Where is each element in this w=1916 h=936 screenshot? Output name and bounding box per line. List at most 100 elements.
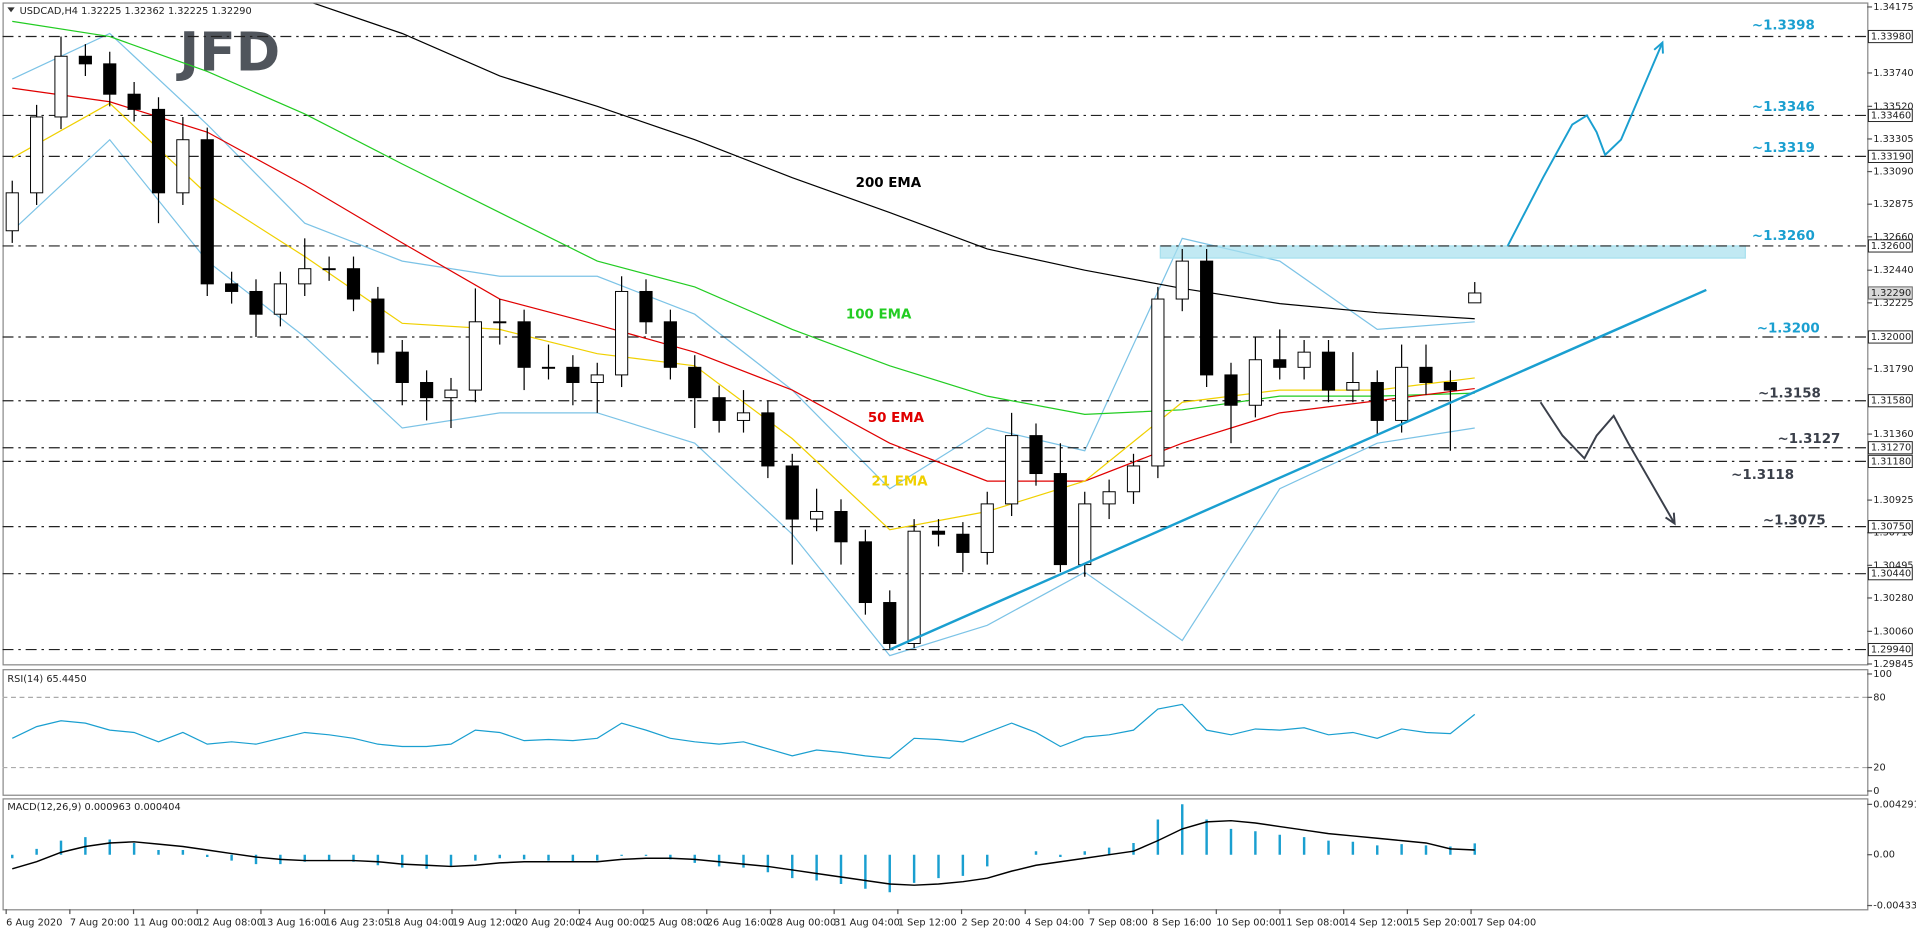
ema-label: 200 EMA [856, 176, 922, 191]
y-tick-label: 1.29845 [1873, 659, 1913, 670]
candle-body [1102, 491, 1116, 505]
candle-body [785, 465, 799, 520]
x-tick-label: 7 Sep 08:00 [1089, 918, 1148, 929]
candle-body [931, 530, 946, 535]
x-tick-label: 31 Aug 04:00 [834, 918, 900, 929]
rsi-plot [2, 696, 1868, 769]
candle-body [395, 351, 409, 383]
current-price-box [1867, 286, 1913, 300]
x-tick-label: 11 Aug 00:00 [134, 918, 200, 929]
header-marker [7, 7, 15, 13]
macd-plot [11, 804, 1476, 893]
level-box [1867, 520, 1913, 534]
candle-body [1029, 435, 1043, 475]
x-tick-label: 13 Aug 16:00 [261, 918, 327, 929]
y-tick-label: 1.31790 [1873, 364, 1913, 375]
x-tick-label: 20 Aug 20:00 [516, 918, 582, 929]
rsi-panel-border [2, 669, 1869, 796]
candle-body [1248, 359, 1262, 406]
x-tick-label: 25 Aug 08:00 [643, 918, 709, 929]
level-box [1867, 394, 1913, 408]
candle-body [883, 602, 897, 644]
level-box [1867, 642, 1913, 657]
y-tick-label: 100 [1873, 669, 1892, 680]
x-tick-label: 17 Sep 04:00 [1471, 918, 1536, 929]
x-tick-label: 6 Aug 2020 [6, 918, 62, 929]
candle-body [200, 139, 214, 285]
y-tick-label: 1.33520 [1873, 101, 1913, 112]
candle-body [834, 510, 848, 543]
candle-body [1200, 260, 1214, 376]
x-tick-label: 18 Aug 04:00 [388, 918, 454, 929]
trendline [889, 288, 1707, 651]
candle-body [468, 321, 482, 391]
x-tick-label: 4 Sep 04:00 [1025, 918, 1084, 929]
x-tick-label: 28 Aug 00:00 [770, 918, 836, 929]
y-tick-label: 1.33305 [1873, 134, 1913, 145]
y-tick-label: 1.32225 [1873, 298, 1913, 309]
y-tick-label: 1.30925 [1873, 495, 1913, 506]
rsi-title: RSI(14) 65.4450 [7, 674, 86, 685]
y-tick-label: 1.32440 [1873, 265, 1913, 276]
y-tick-label: 1.30280 [1873, 593, 1913, 604]
candle-body [1443, 382, 1457, 391]
x-tick-label: 26 Aug 16:00 [707, 918, 773, 929]
level-annotation: ~1.3075 [1763, 514, 1826, 529]
candle-body [1273, 359, 1287, 368]
candle-body [176, 139, 190, 194]
level-box [1867, 330, 1913, 344]
y-tick-label: 1.31360 [1873, 429, 1913, 440]
candle-body [517, 321, 531, 368]
rsi-line [11, 703, 1476, 759]
level-label: 1.32600 [1871, 241, 1911, 252]
candle-body [30, 116, 44, 194]
y-tick-label: 0.00 [1873, 850, 1895, 861]
y-tick-label: 0.004291 [1873, 799, 1916, 810]
x-tick-label: 12 Aug 08:00 [197, 918, 263, 929]
level-annotation: ~1.3346 [1752, 100, 1815, 115]
candle-body [78, 55, 92, 65]
level-box [1867, 239, 1913, 253]
candle-body [371, 298, 385, 353]
candle-body [956, 533, 970, 553]
candle-body [566, 366, 580, 383]
axes: 1.34175 1.33740 1.33520 1.33305 1.33090 1.328… [5, 2, 1916, 929]
candle-body [615, 290, 629, 376]
level-label: 1.31180 [1871, 456, 1911, 467]
candle-body [810, 510, 824, 520]
scenario-path [1506, 42, 1664, 247]
candle-body [1151, 298, 1165, 467]
candle-body [1175, 260, 1189, 300]
candle-body [736, 412, 751, 421]
level-box [1867, 441, 1913, 455]
candle-body [1126, 465, 1141, 493]
y-tick-label: 1.32875 [1873, 199, 1913, 210]
ema-label: 50 EMA [868, 411, 925, 426]
y-tick-label: 1.30495 [1873, 560, 1913, 571]
y-tick-label: 1.33090 [1873, 167, 1913, 178]
x-tick-label: 2 Sep 20:00 [962, 918, 1021, 929]
level-box [1867, 149, 1913, 163]
level-annotation: ~1.3127 [1777, 432, 1840, 447]
level-label: 1.33190 [1871, 151, 1911, 162]
level-label: 1.31270 [1871, 443, 1911, 454]
candle-body [54, 55, 68, 118]
x-tick-label: 11 Sep 08:00 [1280, 918, 1345, 929]
candle-body [346, 268, 361, 300]
y-tick-label: -0.004333 [1873, 901, 1916, 912]
macd-signal [12, 819, 1475, 886]
ema-label: 100 EMA [846, 307, 912, 322]
candle-body [1395, 366, 1409, 421]
x-tick-label: 24 Aug 00:00 [579, 918, 645, 929]
level-label: 1.30440 [1871, 569, 1911, 580]
arrow-head [1665, 512, 1676, 526]
level-label: 1.29940 [1871, 645, 1911, 656]
level-annotation: ~1.3118 [1731, 468, 1794, 483]
candle-body [980, 503, 994, 553]
x-tick-label: 15 Sep 20:00 [1407, 918, 1472, 929]
level-annotation: ~1.3158 [1758, 386, 1821, 401]
candle-body [273, 283, 287, 315]
main-plot [2, 3, 1868, 657]
candle-body [127, 93, 141, 110]
